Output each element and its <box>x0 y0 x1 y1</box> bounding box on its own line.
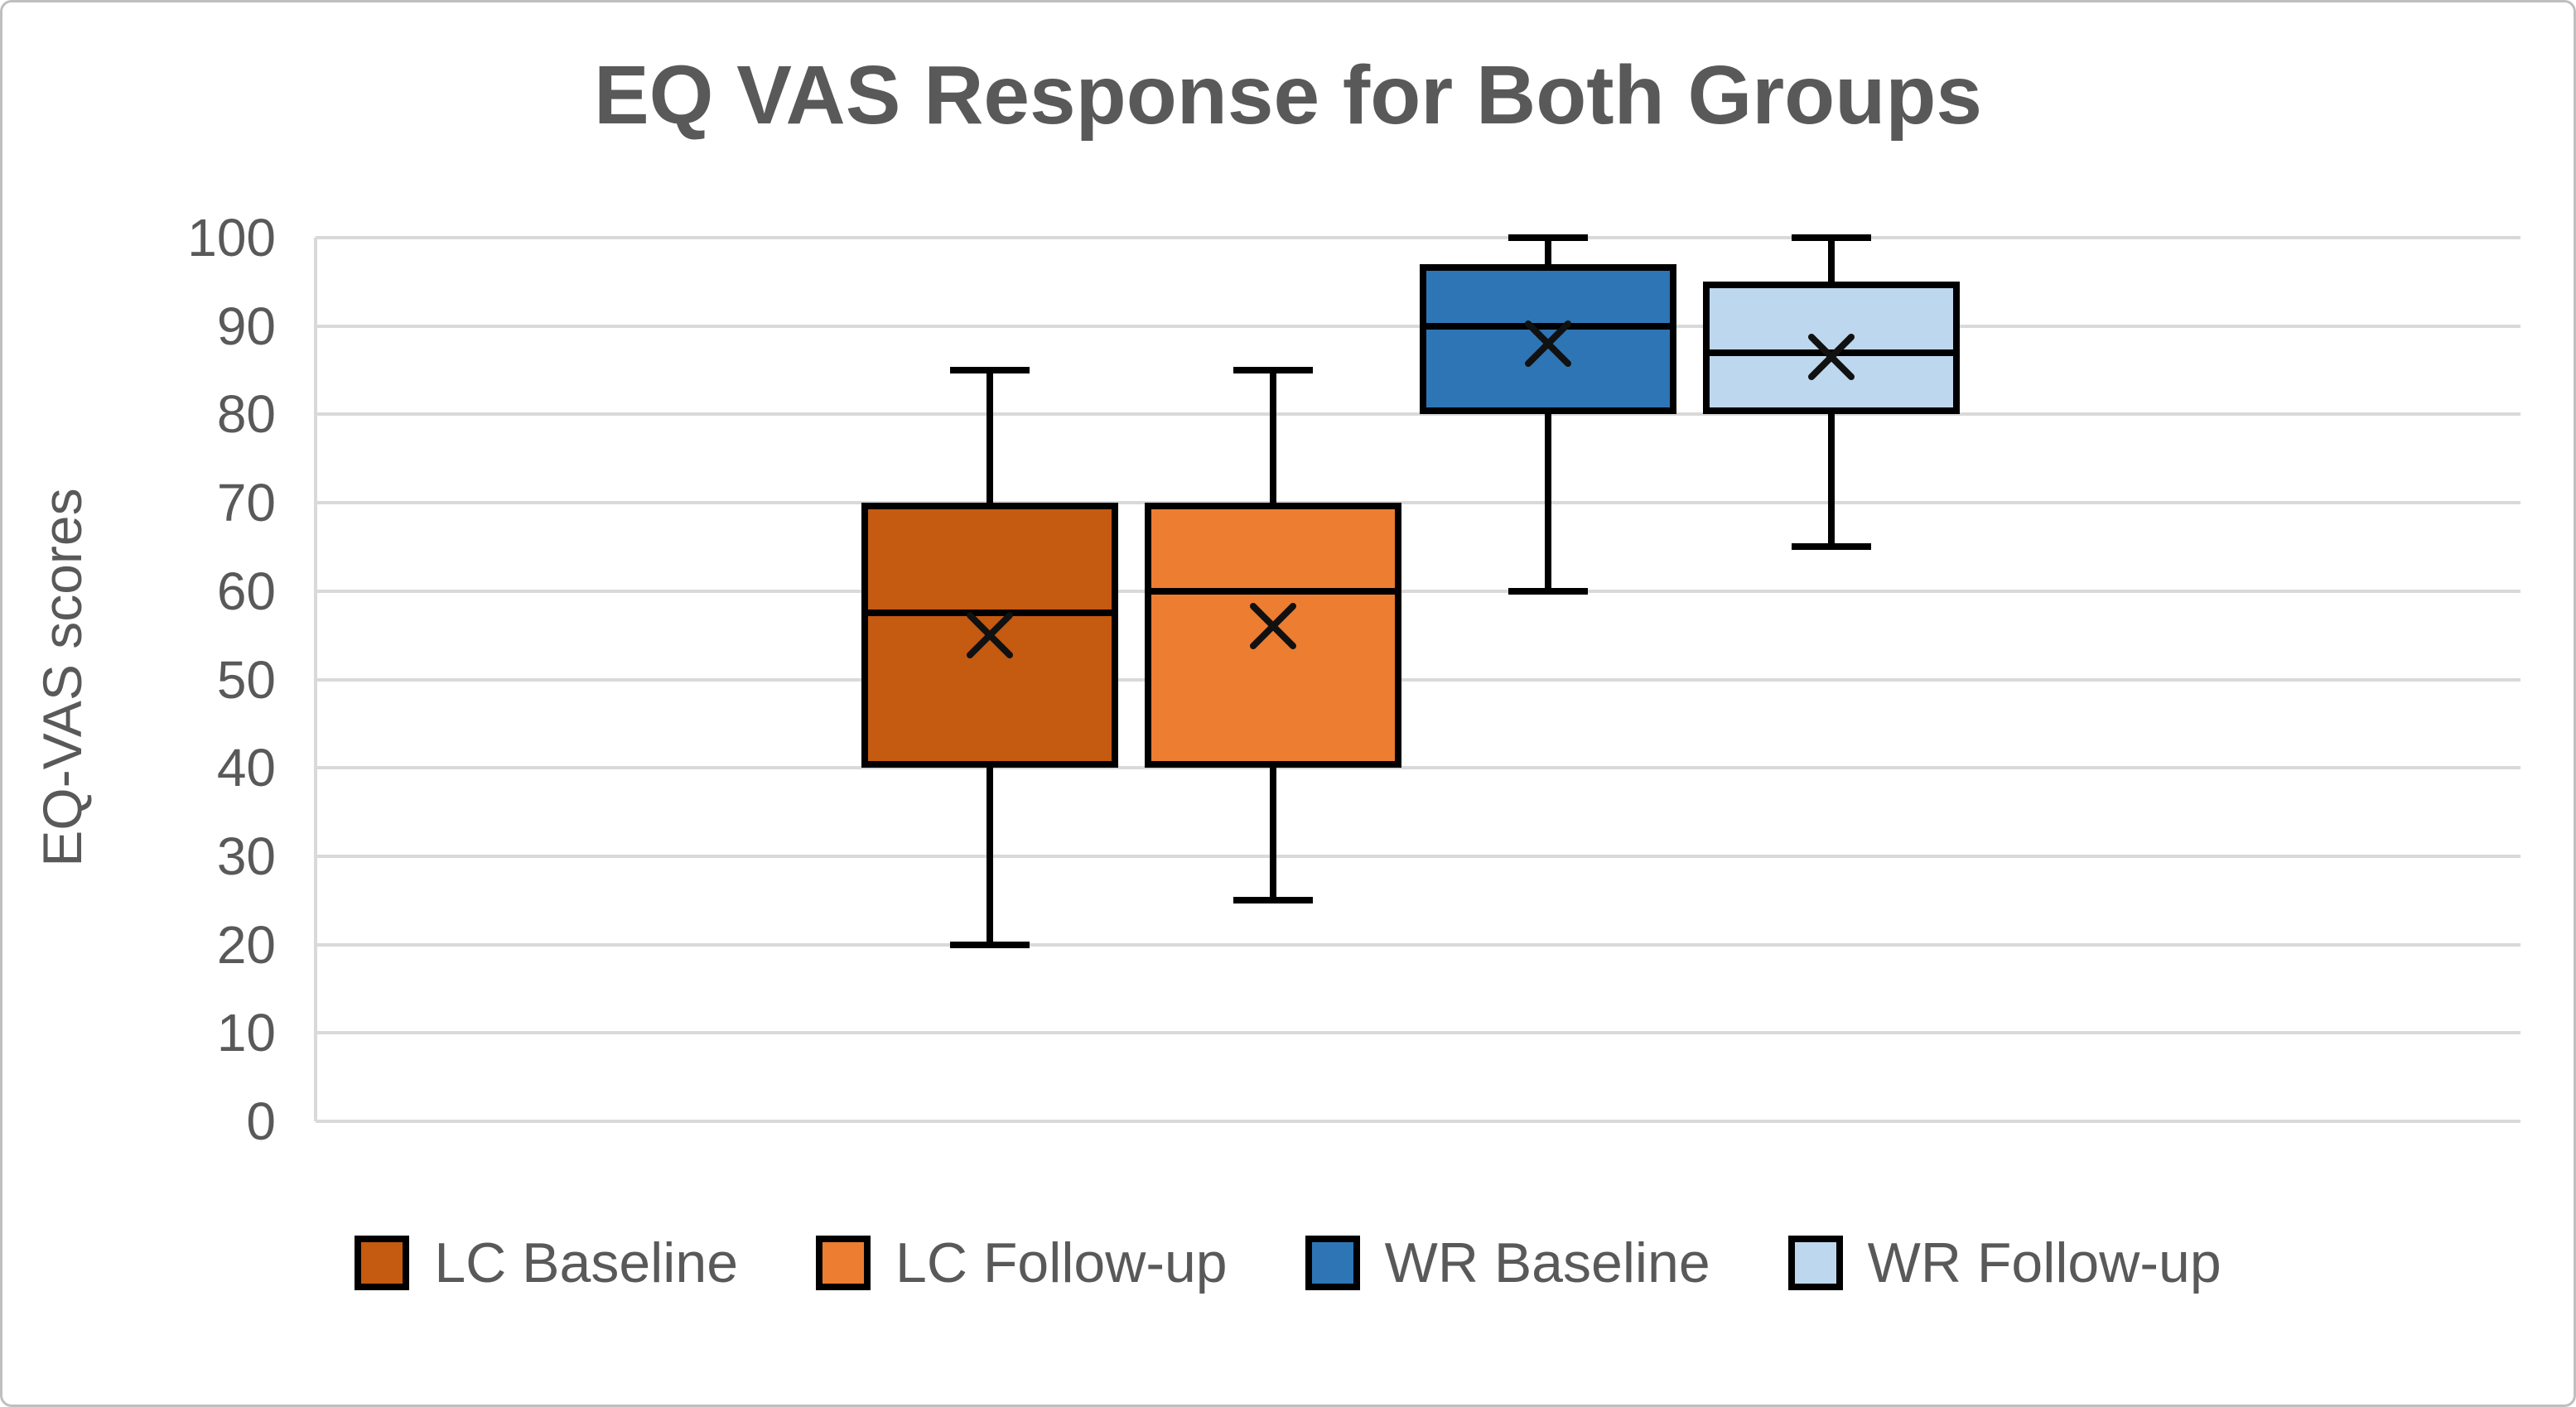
whisker-lower <box>1545 414 1551 591</box>
whisker-cap-lower <box>950 941 1030 948</box>
gridline <box>316 501 2521 505</box>
legend-item: LC Baseline <box>355 1231 738 1295</box>
whisker-cap-lower <box>1792 543 1871 551</box>
legend-label: WR Follow-up <box>1867 1231 2221 1294</box>
gridline <box>316 854 2521 858</box>
gridline <box>316 589 2521 593</box>
whisker-lower <box>1828 414 1835 547</box>
whisker-cap-upper <box>1233 367 1313 374</box>
y-tick-label: 90 <box>216 296 276 356</box>
y-tick-label: 60 <box>216 561 276 621</box>
y-tick-label: 80 <box>216 384 276 445</box>
legend-item: WR Baseline <box>1305 1231 1710 1295</box>
gridline <box>316 766 2521 770</box>
whisker-upper <box>1545 238 1551 264</box>
median-line <box>1420 322 1676 330</box>
whisker-lower <box>987 768 993 945</box>
y-tick-label: 0 <box>246 1091 276 1151</box>
chart-title: EQ VAS Response for Both Groups <box>593 49 1983 142</box>
gridline <box>316 324 2521 328</box>
legend-item: WR Follow-up <box>1787 1231 2221 1295</box>
whisker-upper <box>1270 370 1276 504</box>
y-axis-line <box>314 238 317 1121</box>
median-line <box>1145 587 1401 595</box>
y-tick-label: 30 <box>216 826 276 886</box>
y-tick-label: 70 <box>216 473 276 533</box>
y-tick-label: 10 <box>216 1003 276 1063</box>
whisker-upper <box>987 370 993 504</box>
boxplot-box <box>1703 282 1960 415</box>
legend-item: LC Follow-up <box>816 1231 1228 1295</box>
legend-swatch-icon <box>355 1236 410 1290</box>
whisker-upper <box>1828 238 1835 282</box>
gridline <box>316 1120 2521 1123</box>
legend: LC Baseline LC Follow-up WR Baseline WR Fol… <box>2 1226 2574 1299</box>
mean-x-marker-icon <box>967 612 1013 659</box>
legend-swatch-icon <box>1787 1236 1843 1290</box>
whisker-cap-upper <box>1792 234 1871 241</box>
legend-swatch-icon <box>816 1236 871 1290</box>
mean-x-marker-icon <box>1808 334 1855 381</box>
legend-label: WR Baseline <box>1384 1231 1710 1294</box>
gridline <box>316 942 2521 947</box>
legend-label: LC Baseline <box>434 1231 739 1294</box>
whisker-cap-upper <box>1508 234 1588 241</box>
whisker-cap-lower <box>1233 897 1313 904</box>
gridline <box>316 1031 2521 1035</box>
y-tick-label: 40 <box>216 738 276 798</box>
gridline <box>316 236 2521 239</box>
whisker-lower <box>1270 768 1276 901</box>
whisker-cap-upper <box>950 367 1030 374</box>
legend-label: LC Follow-up <box>895 1231 1228 1294</box>
plot-area <box>314 236 2521 1123</box>
whisker-cap-lower <box>1508 587 1588 595</box>
y-tick-label: 50 <box>216 649 276 710</box>
y-tick-label: 20 <box>216 914 276 975</box>
boxplot-box <box>1145 503 1401 769</box>
gridline <box>316 412 2521 417</box>
mean-x-marker-icon <box>1250 603 1296 650</box>
y-tick-label: 100 <box>187 208 276 267</box>
gridline <box>316 677 2521 682</box>
mean-x-marker-icon <box>1525 320 1571 368</box>
median-line <box>861 610 1118 617</box>
legend-swatch-icon <box>1305 1236 1360 1290</box>
